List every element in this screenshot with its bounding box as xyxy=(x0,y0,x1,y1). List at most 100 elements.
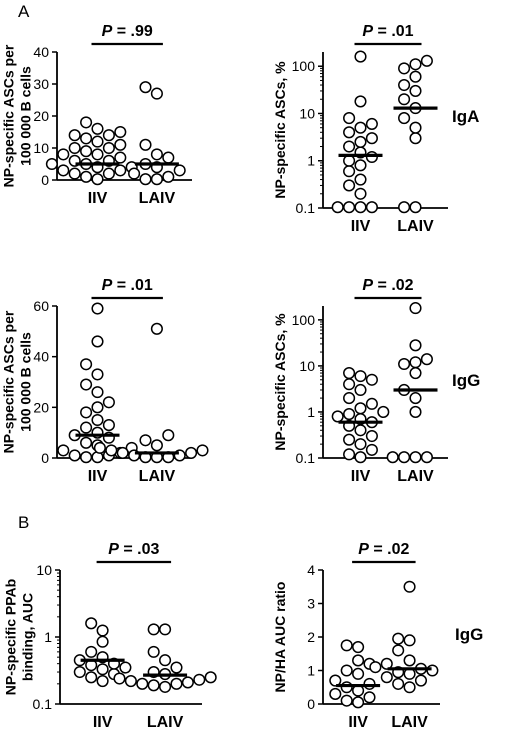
data-point xyxy=(398,112,411,125)
y-tick-label: 1 xyxy=(307,663,315,679)
data-point xyxy=(159,680,172,693)
p-value-label: P = .02 xyxy=(362,277,413,294)
data-point xyxy=(392,677,405,690)
data-point xyxy=(343,392,356,405)
chart-A-IgG-count: 0 20 40 60 NP-specific ASCs per 100 000 B cel… xyxy=(1,277,209,485)
y-axis-label: 100 000 B cells xyxy=(18,66,34,166)
data-point xyxy=(398,93,411,106)
data-point xyxy=(102,129,115,142)
data-point xyxy=(102,141,115,155)
data-point xyxy=(409,339,422,352)
data-point xyxy=(85,617,98,630)
data-point xyxy=(159,654,172,667)
y-tick-label: 100 xyxy=(292,58,316,74)
data-point xyxy=(354,159,367,172)
data-point xyxy=(128,167,141,180)
y-tick-label: 30 xyxy=(33,76,49,92)
data-point xyxy=(354,402,367,415)
data-point xyxy=(392,632,405,645)
data-point xyxy=(354,50,367,63)
data-point xyxy=(96,675,109,688)
data-point xyxy=(398,451,411,464)
data-point xyxy=(193,673,206,686)
y-tick-label: 20 xyxy=(33,399,49,415)
y-tick-label: 10 xyxy=(33,140,49,156)
x-category-label: LAIV xyxy=(147,714,184,731)
data-point xyxy=(57,444,70,457)
data-point xyxy=(196,444,209,457)
y-tick-label: 0.1 xyxy=(33,696,53,712)
data-point xyxy=(91,368,104,381)
data-point xyxy=(365,429,378,443)
p-value-label: P = .03 xyxy=(108,541,159,558)
data-point xyxy=(392,644,405,657)
data-point xyxy=(409,302,422,315)
data-point xyxy=(343,408,356,421)
data-point xyxy=(409,132,422,145)
data-point xyxy=(354,95,367,108)
x-category-label: LAIV xyxy=(139,190,176,207)
data-point xyxy=(80,132,93,145)
data-point xyxy=(365,443,378,456)
data-point xyxy=(185,446,198,459)
data-point xyxy=(162,151,175,164)
p-value-label: P = .01 xyxy=(362,23,413,40)
data-point xyxy=(365,132,378,145)
data-point xyxy=(91,386,104,399)
data-point xyxy=(102,396,115,409)
x-category-label: LAIV xyxy=(139,468,176,485)
data-point xyxy=(409,121,422,134)
y-axis-label: NP/HA AUC ratio xyxy=(272,582,288,693)
data-point xyxy=(403,654,416,667)
data-point xyxy=(80,170,93,183)
data-point xyxy=(352,696,365,709)
data-point xyxy=(380,671,393,684)
data-point xyxy=(329,674,342,687)
data-point xyxy=(409,451,422,464)
data-point xyxy=(409,201,422,214)
data-point xyxy=(386,451,399,464)
data-point xyxy=(343,378,356,391)
data-point xyxy=(91,335,104,348)
data-point xyxy=(68,141,81,155)
data-point xyxy=(80,145,93,158)
data-point xyxy=(352,654,365,667)
data-point xyxy=(91,401,104,414)
y-tick-label: 10 xyxy=(36,562,52,578)
data-point xyxy=(409,366,422,380)
data-point xyxy=(369,661,382,674)
data-point xyxy=(354,370,367,383)
data-point xyxy=(398,201,411,214)
data-point xyxy=(96,624,109,637)
data-point xyxy=(354,424,367,437)
p-value-label: P = .02 xyxy=(358,541,409,558)
data-point xyxy=(80,378,93,391)
data-point xyxy=(119,661,132,674)
y-tick-label: 1 xyxy=(44,629,52,645)
data-point xyxy=(363,677,376,690)
row-label-igg-b: IgG xyxy=(455,625,483,644)
data-point xyxy=(93,441,106,454)
data-point xyxy=(96,635,109,648)
row-label-iga: IgA xyxy=(452,107,479,126)
data-point xyxy=(147,623,160,636)
data-point xyxy=(150,148,163,161)
data-point xyxy=(85,645,98,658)
data-point xyxy=(354,201,367,214)
chart-B-ratio: 0 1 2 3 4 NP/HA AUC ratio IIV LAIV P = .02 xyxy=(272,541,440,731)
data-point xyxy=(68,449,81,462)
data-point xyxy=(365,150,378,164)
data-point xyxy=(91,148,104,161)
p-value-label: P = .99 xyxy=(102,23,153,40)
x-category-label: IIV xyxy=(93,714,113,731)
data-point xyxy=(80,406,93,419)
y-tick-label: 20 xyxy=(33,108,49,124)
data-point xyxy=(102,419,115,432)
data-point xyxy=(409,392,422,405)
data-point xyxy=(96,663,109,676)
data-point xyxy=(68,167,81,180)
data-point xyxy=(343,201,356,214)
